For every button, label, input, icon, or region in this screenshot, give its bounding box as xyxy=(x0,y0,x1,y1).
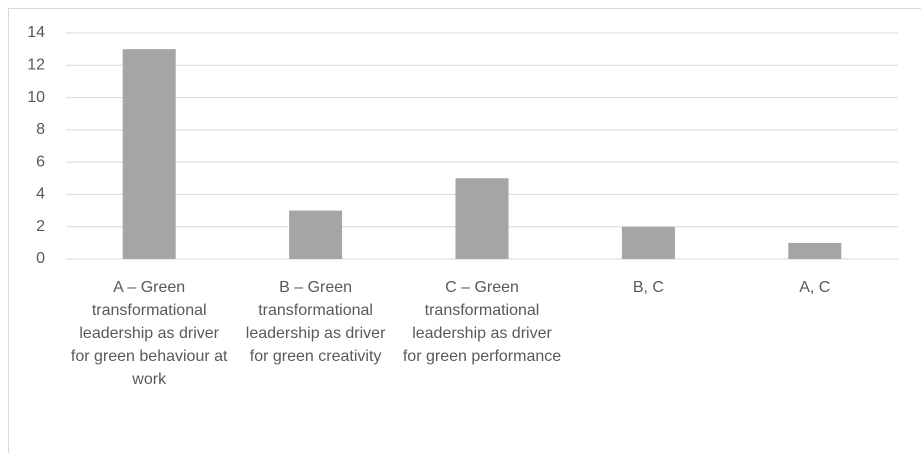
x-tick-label: B, C xyxy=(632,279,664,296)
y-tick-label: 14 xyxy=(27,24,45,41)
y-tick-label: 2 xyxy=(36,218,45,235)
chart-border xyxy=(8,8,921,453)
x-tick-label: A – Green transformational leadership as… xyxy=(70,279,228,388)
x-tick-label: C – Green transformational leadership as… xyxy=(402,279,562,365)
y-tick-label: 10 xyxy=(27,89,45,106)
y-tick-label: 8 xyxy=(36,121,45,138)
bar xyxy=(788,242,842,259)
bar xyxy=(289,210,343,259)
y-tick-label: 12 xyxy=(27,57,45,74)
y-tick-label: 6 xyxy=(36,153,45,170)
bar xyxy=(621,226,675,259)
x-tick-label: A, C xyxy=(799,279,831,296)
x-tick-label: B – Green transformational leadership as… xyxy=(245,279,386,365)
y-tick-label: 4 xyxy=(36,186,45,203)
bar xyxy=(455,178,509,259)
y-tick-label: 0 xyxy=(36,250,45,267)
bar xyxy=(122,49,176,260)
